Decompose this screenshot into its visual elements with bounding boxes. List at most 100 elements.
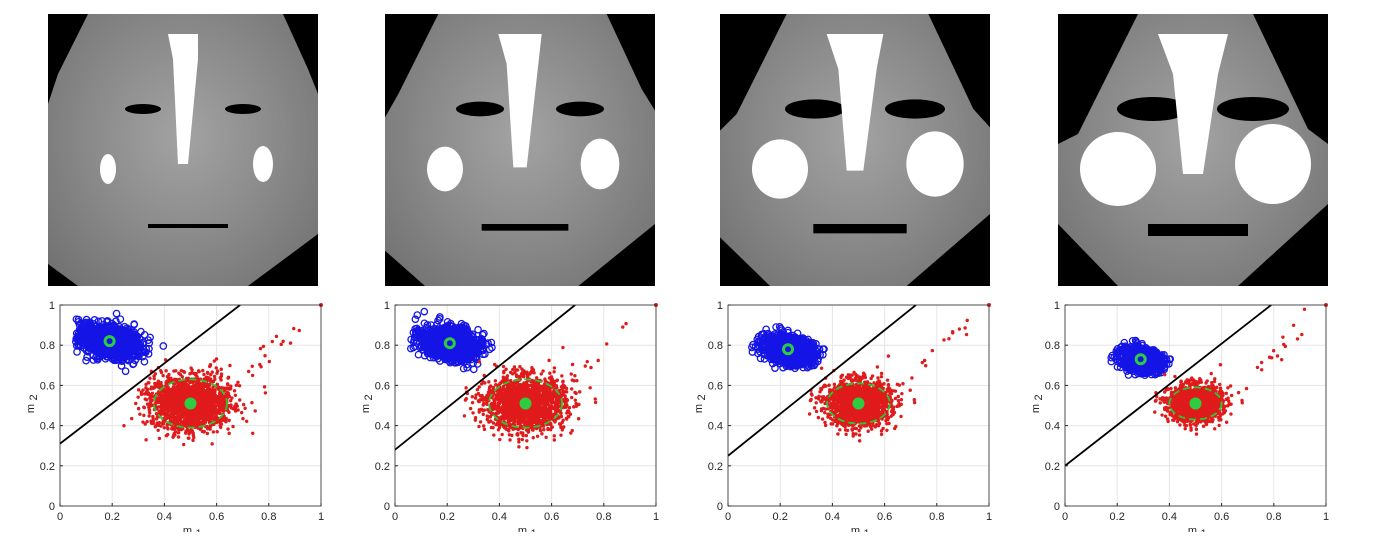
red-point <box>185 429 189 433</box>
red-point <box>531 435 535 440</box>
blue-series <box>71 309 168 376</box>
red-point <box>174 419 178 424</box>
red-point <box>173 430 178 434</box>
red-point <box>517 374 521 379</box>
red-point <box>211 399 216 404</box>
red-point <box>258 346 263 351</box>
red-point <box>142 413 146 418</box>
red-point <box>205 431 210 436</box>
red-point <box>207 412 211 416</box>
red-point <box>184 385 189 390</box>
red-point <box>145 419 149 424</box>
y-tick-label: 0 <box>49 501 55 513</box>
red-point <box>154 382 159 386</box>
red-point <box>209 397 213 402</box>
red-point <box>160 390 164 394</box>
blue-point <box>159 342 168 350</box>
red-point <box>149 399 153 404</box>
red-point <box>165 416 169 420</box>
red-point <box>160 412 165 416</box>
red-point <box>229 406 234 410</box>
red-point <box>206 405 211 409</box>
red-point <box>481 424 486 428</box>
blue-point <box>146 333 154 342</box>
red-point <box>203 391 208 395</box>
red-point <box>154 424 158 428</box>
red-point <box>518 365 522 369</box>
red-point <box>156 379 161 383</box>
blue-point <box>451 358 459 367</box>
red-point <box>236 408 240 412</box>
red-point <box>267 359 272 364</box>
blue-point <box>75 334 83 343</box>
blue-point <box>113 352 122 360</box>
red-point <box>193 419 197 423</box>
red-point <box>141 420 145 424</box>
red-point <box>474 393 478 397</box>
red-point <box>139 392 144 397</box>
red-point <box>210 370 214 374</box>
red-point <box>593 397 597 401</box>
red-point <box>165 405 169 409</box>
red-point <box>153 372 158 376</box>
blue-point <box>406 344 415 353</box>
y-axis-label-subscript: 2 <box>28 394 40 400</box>
blue-point <box>117 362 126 370</box>
red-point <box>181 391 185 395</box>
red-point <box>179 414 183 418</box>
red-point <box>169 389 174 393</box>
red-point <box>253 409 257 413</box>
red-point <box>197 369 201 374</box>
red-point <box>244 419 249 423</box>
x-tick-label: 0.2 <box>105 511 120 523</box>
red-point <box>213 407 218 411</box>
red-point <box>223 419 227 423</box>
blue-point <box>112 309 121 318</box>
red-point <box>161 373 165 378</box>
blue-point <box>136 339 145 348</box>
red-point <box>191 389 196 394</box>
red-point <box>281 339 285 344</box>
red-point <box>226 427 230 431</box>
blue-point <box>142 344 151 353</box>
blue-point <box>474 325 482 334</box>
blue-point <box>467 332 476 341</box>
red-point <box>148 393 152 397</box>
blue-point <box>93 355 102 364</box>
red-point <box>203 382 208 387</box>
red-point <box>180 375 184 379</box>
blue-point <box>457 327 466 335</box>
red-point <box>206 427 210 431</box>
red-point <box>173 392 177 397</box>
red-point <box>159 370 164 375</box>
blue-point <box>480 329 488 338</box>
red-point <box>229 399 233 403</box>
blue-point <box>432 330 441 339</box>
blue-point <box>140 357 149 366</box>
blue-point <box>119 345 127 353</box>
red-point <box>163 413 167 418</box>
blue-point <box>411 315 420 324</box>
blue-point <box>72 315 81 324</box>
red-point <box>215 371 219 375</box>
red-point <box>151 419 156 423</box>
red-point <box>259 365 263 369</box>
red-point <box>202 430 206 434</box>
red-point <box>147 402 151 406</box>
red-point <box>241 402 246 407</box>
red-point <box>169 407 174 411</box>
blue-point <box>85 344 94 352</box>
blue-point <box>125 349 134 357</box>
red-point <box>199 403 203 408</box>
blue-point <box>93 325 102 334</box>
blue-point <box>84 347 93 356</box>
red-point <box>211 392 216 397</box>
red-point <box>150 391 155 395</box>
red-point <box>186 389 191 393</box>
red-point <box>163 393 167 397</box>
red-point <box>525 445 529 450</box>
blue-point <box>121 367 130 376</box>
red-point <box>538 428 543 433</box>
axes-box <box>59 304 322 507</box>
